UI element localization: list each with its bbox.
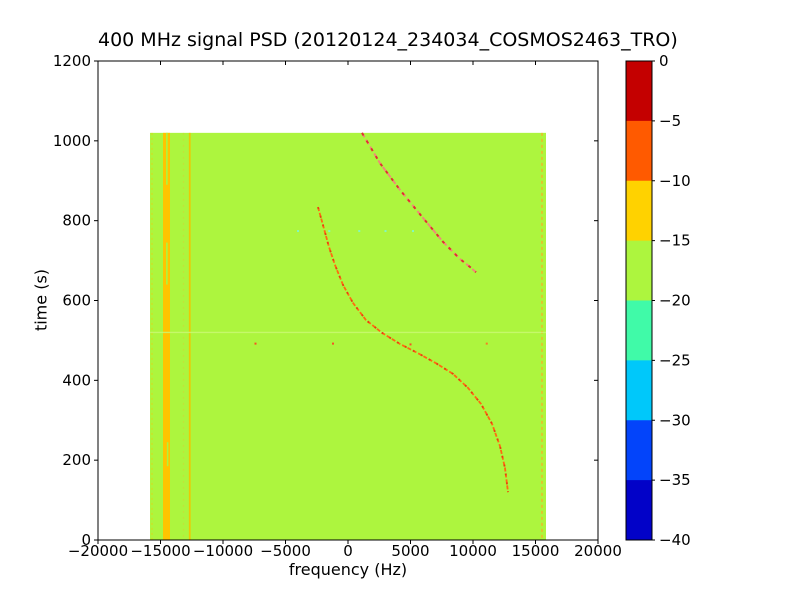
y-tick-label: 600: [62, 292, 91, 310]
plot-title: 400 MHz signal PSD (20120124_234034_COSM…: [98, 29, 678, 51]
artifact-dot: [332, 342, 334, 345]
colorbar-tick-label: −5: [659, 112, 681, 130]
artifact-dot: [485, 342, 488, 345]
colorbar-tick-label: −20: [659, 292, 691, 310]
colorbar-segment: [626, 61, 652, 122]
artifact-dot: [328, 230, 331, 233]
y-tick-label: 0: [81, 531, 91, 549]
pass-1-doppler: [361, 132, 477, 273]
colorbar-tick-label: −40: [659, 531, 691, 549]
colorbar-segment: [626, 480, 652, 541]
x-tick-label: 0: [343, 542, 353, 560]
y-tick-label: 400: [62, 371, 91, 389]
x-tick-label: 15000: [512, 542, 560, 560]
x-tick-label: −15000: [130, 542, 190, 560]
colorbar-segment: [626, 180, 652, 242]
heatmap-background: [150, 132, 546, 540]
y-tick-label: 1000: [53, 132, 91, 150]
colorbar-tick-label: −15: [659, 232, 691, 250]
artifact-dot: [409, 343, 412, 346]
colorbar-tick-label: −10: [659, 172, 691, 190]
colorbar-tick-label: −25: [659, 351, 691, 369]
artifact-dot: [412, 230, 414, 233]
colorbar-tick-label: −35: [659, 471, 691, 489]
colorbar-segment: [626, 420, 652, 481]
colorbar-tick-label: 0: [659, 52, 669, 70]
x-tick-label: 10000: [449, 542, 497, 560]
y-tick-label: 1200: [53, 52, 91, 70]
pass-2-doppler: [317, 206, 509, 493]
y-tick-label: 200: [62, 451, 91, 469]
x-tick-label: 5000: [391, 542, 429, 560]
x-tick-label: 20000: [574, 542, 622, 560]
artifact-dot: [254, 342, 257, 345]
y-tick-label: 800: [62, 212, 91, 230]
x-tick-label: −20000: [68, 542, 128, 560]
x-tick-label: −10000: [193, 542, 253, 560]
artifact-dot: [297, 230, 299, 233]
colorbar-segment: [626, 120, 652, 182]
colorbar-tick-label: −30: [659, 411, 691, 429]
x-axis-label: frequency (Hz): [288, 560, 408, 579]
colorbar-segment: [626, 300, 652, 361]
x-tick-label: −5000: [260, 542, 311, 560]
colorbar-segment: [626, 360, 652, 421]
artifact-dot: [358, 230, 361, 233]
colorbar-segment: [626, 240, 652, 301]
artifact-dot: [384, 230, 387, 233]
